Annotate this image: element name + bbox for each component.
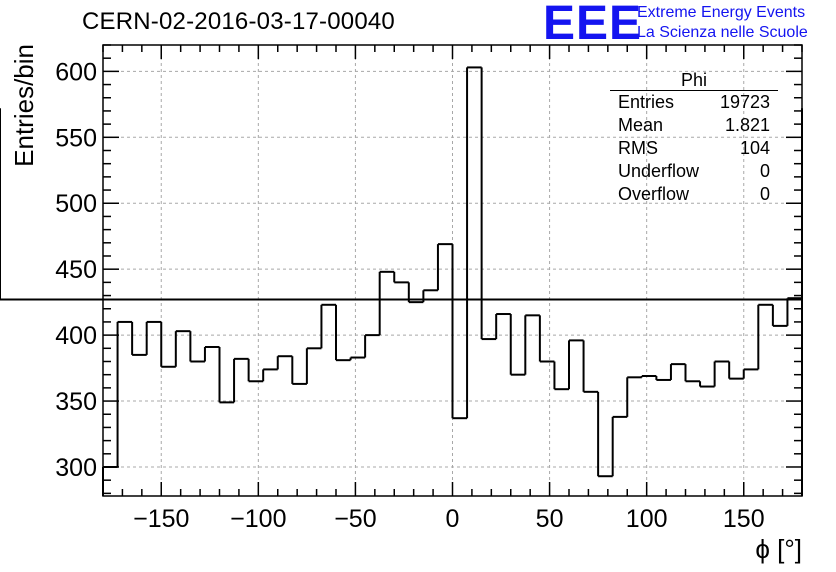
run-title: CERN-02-2016-03-17-00040 — [82, 8, 395, 35]
stats-value: 0 — [759, 184, 770, 204]
stats-label: Mean — [618, 115, 664, 135]
stats-title: Phi — [610, 70, 778, 91]
x-tick-label: 0 — [446, 505, 460, 533]
stats-value: 19723 — [719, 92, 770, 112]
stats-row-underflow: Underflow 0 — [610, 160, 778, 183]
x-axis-title: ϕ [°] — [755, 534, 802, 564]
histogram-bars — [0, 66, 803, 496]
stats-label: Entries — [618, 92, 675, 112]
stats-label: Overflow — [618, 184, 690, 204]
y-tick-label: 300 — [55, 454, 97, 482]
stats-box: Phi Entries 19723 Mean 1.821 RMS 104 Und… — [610, 70, 778, 206]
x-tick-label: 100 — [626, 505, 668, 533]
y-tick-label: 350 — [55, 388, 97, 416]
x-tick-label: −150 — [133, 505, 189, 533]
stats-row-mean: Mean 1.821 — [610, 114, 778, 137]
x-tick-label: −100 — [230, 505, 286, 533]
logo-subtitle-line1: Extreme Energy Events — [637, 4, 806, 21]
stats-row-rms: RMS 104 — [610, 137, 778, 160]
y-tick-label: 550 — [55, 124, 97, 152]
stats-row-overflow: Overflow 0 — [610, 183, 778, 206]
stats-value: 104 — [739, 138, 770, 158]
stats-label: RMS — [618, 138, 658, 158]
tick-labels: −150 −100 −50 0 50 100 150 300 350 400 450 500 550 60… — [55, 58, 764, 533]
stats-value: 0 — [759, 161, 770, 181]
y-axis-title: Entries/bin — [9, 44, 39, 167]
stats-value: 1.821 — [724, 115, 770, 135]
stats-label: Underflow — [618, 161, 700, 181]
x-tick-label: 50 — [536, 505, 564, 533]
x-tick-label: −50 — [334, 505, 376, 533]
eee-logo: EEE — [543, 0, 643, 50]
axis-ticks — [102, 44, 803, 496]
y-tick-label: 400 — [55, 322, 97, 350]
stats-row-entries: Entries 19723 — [610, 91, 778, 114]
logo-subtitle-line2: La Scienza nelle Scuole — [637, 24, 808, 41]
y-tick-label: 600 — [55, 58, 97, 86]
y-tick-label: 450 — [55, 256, 97, 284]
y-tick-label: 500 — [55, 190, 97, 218]
x-tick-label: 150 — [723, 505, 765, 533]
